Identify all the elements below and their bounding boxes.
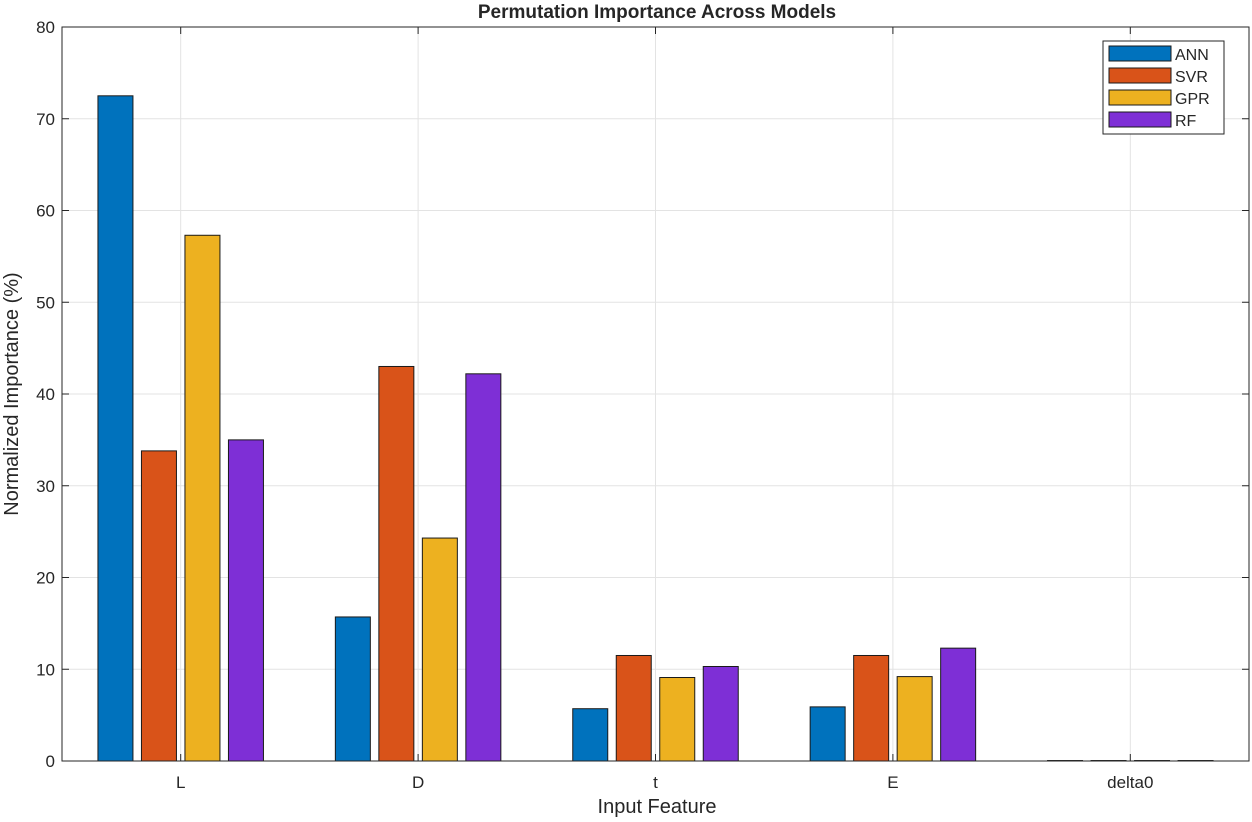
y-tick-label: 20 (36, 569, 55, 588)
bar-ann-t (572, 708, 609, 762)
legend-swatch-svr (1108, 67, 1172, 84)
bar-gpr-t (659, 677, 696, 762)
x-tick-label: D (412, 773, 424, 792)
legend-swatch-rf (1108, 111, 1172, 128)
legend-label-rf: RF (1175, 113, 1197, 130)
legend-swatch-ann (1108, 45, 1172, 62)
y-tick-label: 60 (36, 202, 55, 221)
y-tick-label: 30 (36, 477, 55, 496)
bar-svr-t (615, 654, 652, 762)
bar-gpr-e (896, 676, 933, 762)
y-tick-label: 80 (36, 18, 55, 37)
bar-ann-d (334, 616, 371, 762)
y-tick-label: 40 (36, 385, 55, 404)
bar-rf-t (702, 665, 739, 762)
y-tick-label: 70 (36, 110, 55, 129)
y-tick-label: 50 (36, 293, 55, 312)
x-tick-label: L (176, 773, 185, 792)
bar-svr-l (140, 450, 177, 762)
x-tick-label: E (887, 773, 898, 792)
bar-gpr-l (184, 234, 221, 762)
bar-svr-e (853, 654, 890, 762)
x-tick-label: delta0 (1107, 773, 1153, 792)
x-axis-label: Input Feature (598, 796, 717, 818)
x-tick-label: t (653, 773, 658, 792)
bars (97, 95, 1214, 762)
legend: ANN SVR GPR RF (1102, 40, 1225, 135)
legend-swatch-gpr (1108, 89, 1172, 106)
chart-title: Permutation Importance Across Models (478, 2, 836, 23)
legend-label-ann: ANN (1175, 47, 1209, 64)
y-tick-label: 0 (46, 752, 55, 771)
bar-rf-l (227, 439, 264, 762)
bar-svr-d (378, 365, 415, 762)
y-axis-label: Normalized Importance (%) (1, 272, 23, 515)
bar-ann-l (97, 95, 134, 762)
y-tick-label: 10 (36, 660, 55, 679)
bar-ann-e (809, 706, 846, 762)
legend-label-gpr: GPR (1175, 91, 1210, 108)
bar-rf-d (465, 373, 502, 762)
bar-gpr-d (421, 537, 458, 762)
legend-label-svr: SVR (1175, 69, 1208, 86)
bar-rf-e (940, 647, 977, 762)
